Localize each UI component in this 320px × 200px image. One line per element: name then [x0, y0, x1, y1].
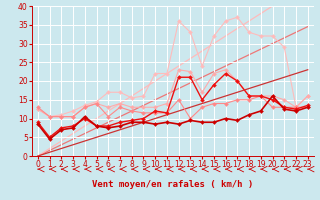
X-axis label: Vent moyen/en rafales ( km/h ): Vent moyen/en rafales ( km/h )	[92, 180, 253, 189]
